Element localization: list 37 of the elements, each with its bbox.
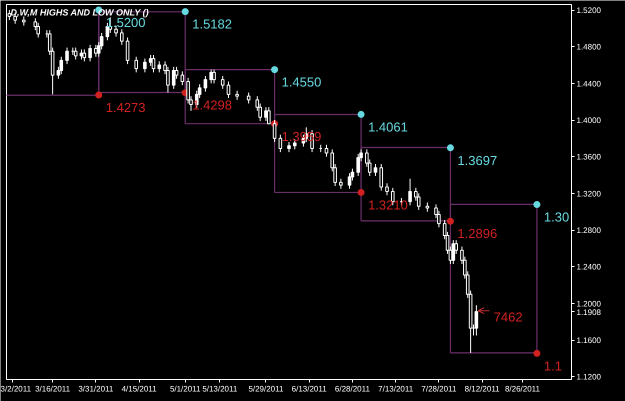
data-label: 1.4061 — [368, 119, 408, 134]
x-tick-label: 4/15/2011 — [122, 384, 158, 394]
y-tick-label: 1.1908 — [576, 308, 602, 317]
y-tick-label: 1.1600 — [576, 336, 602, 346]
y-tick-label: 1.3600 — [576, 152, 602, 162]
data-label: 1.3697 — [457, 152, 498, 168]
y-tick-label: 1.1200 — [576, 372, 602, 382]
x-tick-label: 6/28/2011 — [334, 384, 370, 394]
annotation: 1.1 — [544, 358, 562, 374]
y-tick-label: 1.2800 — [576, 226, 602, 236]
y-tick-label: 1.4400 — [576, 79, 602, 88]
x-tick-label: 3/16/2011 — [35, 384, 71, 394]
y-tick-label: 1.3200 — [576, 189, 602, 198]
data-label: 1.5182 — [192, 16, 232, 32]
x-tick-label: 5/13/2011 — [202, 384, 238, 394]
y-tick-label: 1.2400 — [576, 262, 602, 272]
data-label: 1.4273 — [106, 100, 146, 115]
data-label: 1.4550 — [282, 74, 322, 90]
chart-title: D,W,M HIGHS AND LOW ONLY () — [10, 8, 149, 18]
x-tick-label: 8/12/2011 — [464, 384, 500, 394]
y-tick-label: 1.4000 — [576, 116, 602, 126]
y-tick-label: 1.5200 — [576, 6, 602, 15]
x-tick-label: 5/1/2011 — [170, 384, 202, 394]
y-tick-label: 1.2000 — [576, 299, 602, 308]
x-tick-label: 3/2/2011 — [0, 384, 32, 394]
data-label: 1.2896 — [457, 226, 498, 242]
y-tick-label: 1.4800 — [576, 42, 602, 52]
x-tick-label: 7/13/2011 — [378, 384, 414, 394]
x-tick-label: 3/31/2011 — [78, 384, 114, 394]
annotation: 7462 — [494, 310, 523, 325]
x-tick-label: 5/29/2011 — [248, 384, 284, 394]
x-tick-label: 6/13/2011 — [292, 384, 328, 394]
x-tick-label: 8/26/2011 — [504, 384, 541, 394]
data-label: 1.4298 — [192, 98, 232, 113]
data-label: 1.3210 — [368, 197, 408, 212]
x-tick-label: 7/28/2011 — [421, 384, 457, 394]
annotation: 1.30 — [544, 210, 570, 225]
